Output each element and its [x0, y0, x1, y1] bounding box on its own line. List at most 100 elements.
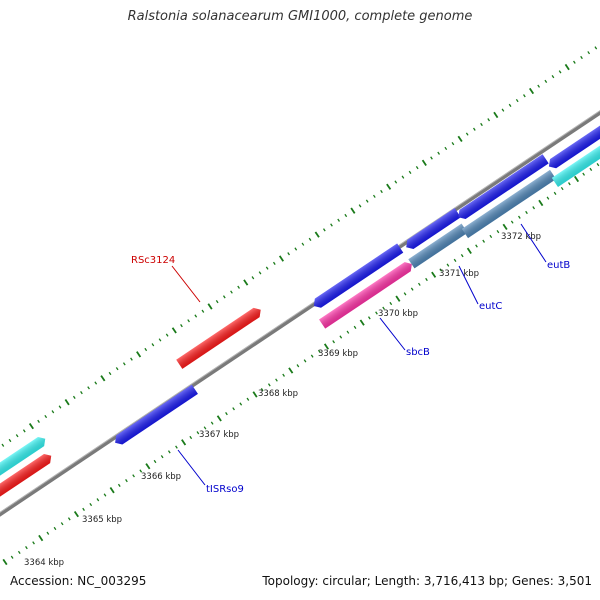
outer-tick-mark: [365, 199, 369, 203]
outer-tick-mark: [573, 60, 576, 64]
feature-forward-left-cyan-shade: [0, 436, 46, 488]
outer-tick-mark: [350, 207, 356, 214]
outer-tick-mark: [330, 223, 333, 227]
outer-tick-mark: [587, 51, 591, 55]
inner-tick-mark: [353, 325, 357, 330]
feature-eutb-upper-shade: [458, 154, 549, 220]
outer-tick-mark: [251, 276, 255, 280]
outer-tick-mark: [314, 231, 320, 238]
inner-tick-mark: [296, 364, 300, 368]
outer-tick-mark: [80, 391, 83, 395]
outer-tick-mark: [22, 429, 26, 433]
outer-tick-mark: [51, 410, 55, 414]
inner-tick-mark: [60, 522, 64, 526]
inner-tick-mark: [67, 517, 71, 521]
outer-tick-mark: [230, 290, 233, 294]
inner-tick-mark: [417, 282, 421, 286]
gene-label-leader: [458, 265, 479, 305]
outer-tick-mark: [408, 170, 412, 174]
inner-tick-mark: [167, 450, 171, 454]
inner-tick-mark: [73, 510, 79, 518]
outer-tick-mark: [72, 395, 76, 400]
outer-tick-mark: [430, 156, 433, 160]
outer-tick-mark: [278, 255, 285, 262]
outer-tick-mark: [501, 108, 505, 112]
outer-tick-mark: [344, 213, 348, 218]
scale-label: 3367 kbp: [199, 430, 239, 440]
outer-tick-mark: [8, 438, 12, 443]
scale-label: 3365 kbp: [82, 515, 122, 525]
outer-tick-mark: [564, 63, 570, 71]
inner-tick-mark: [132, 474, 135, 478]
outer-tick-mark: [1, 443, 5, 447]
inner-tick-mark: [510, 220, 514, 224]
feature-right-upper-shade: [548, 122, 600, 169]
inner-tick-mark: [546, 196, 550, 200]
inner-tick-mark: [525, 210, 528, 215]
inner-tick-mark: [32, 541, 35, 545]
inner-tick-mark: [568, 182, 571, 186]
outer-tick-mark: [151, 343, 155, 347]
inner-tick-mark: [339, 335, 343, 339]
outer-tick-mark: [94, 381, 98, 385]
feature-sbcb-upper: [313, 243, 404, 308]
inner-tick-mark: [382, 306, 386, 310]
inner-tick-mark: [89, 502, 93, 507]
inner-tick-mark: [425, 277, 428, 282]
feature-eutc: [408, 223, 468, 269]
outer-tick-mark: [201, 309, 205, 313]
outer-tick-mark: [28, 422, 34, 430]
outer-tick-mark: [171, 327, 177, 334]
inner-tick-mark: [489, 234, 493, 239]
outer-tick-mark: [180, 323, 183, 328]
outer-tick-mark: [523, 94, 526, 98]
gene-label-leader: [171, 265, 201, 303]
feature-forward-left-cyan: [0, 436, 46, 488]
scale-label: 3366 kbp: [141, 472, 181, 482]
inner-tick-mark: [153, 459, 157, 464]
outer-tick-mark: [421, 159, 427, 166]
inner-tick-mark: [346, 330, 350, 334]
genome-summary-text: Topology: circular; Length: 3,716,413 bp…: [262, 574, 592, 588]
gene-label: eutB: [547, 260, 570, 271]
outer-tick-mark: [337, 218, 341, 222]
outer-tick-mark: [465, 132, 469, 136]
inner-tick-mark: [389, 301, 393, 306]
inner-tick-mark: [303, 359, 307, 363]
feature-eutb-shade: [461, 169, 557, 239]
outer-tick-mark: [165, 333, 169, 337]
inner-tick-mark: [475, 244, 478, 248]
inner-tick-mark: [139, 469, 143, 473]
gene-label: RSc3124: [131, 255, 175, 266]
outer-tick-mark: [37, 419, 40, 423]
inner-tick-mark: [431, 271, 437, 278]
inner-tick-mark: [210, 421, 214, 425]
outer-tick-mark: [243, 279, 249, 286]
outer-tick-mark: [187, 319, 190, 323]
outer-tick-mark: [508, 103, 512, 107]
outer-tick-mark: [493, 111, 499, 119]
inner-tick-mark: [403, 292, 407, 296]
inner-tick-mark: [395, 295, 401, 302]
inner-tick-mark: [466, 247, 472, 254]
inner-tick-mark: [553, 191, 557, 195]
scale-labels: 3364 kbp 3365 kbp 3366 kbp 3367 kbp 3368 kbp…: [24, 232, 541, 568]
outer-tick-mark: [64, 399, 70, 406]
feature-sbcb-upper-shade: [313, 243, 404, 308]
outer-tick-mark: [301, 242, 305, 246]
inner-tick-mark: [246, 397, 250, 401]
outer-tick-mark: [194, 314, 198, 318]
outer-tick-mark: [386, 183, 392, 190]
inner-tick-mark: [573, 175, 580, 183]
outer-tick-mark: [44, 414, 48, 419]
inner-tick-mark: [589, 167, 593, 172]
outer-tick-mark: [528, 87, 535, 95]
inner-tick-mark: [53, 526, 57, 531]
inner-tick-mark: [160, 455, 164, 459]
scale-label: 3364 kbp: [24, 558, 64, 568]
outer-tick-mark: [415, 165, 419, 170]
outer-tick-mark: [515, 98, 519, 103]
inner-tick-track: [2, 163, 600, 566]
inner-tick-mark: [38, 534, 44, 542]
